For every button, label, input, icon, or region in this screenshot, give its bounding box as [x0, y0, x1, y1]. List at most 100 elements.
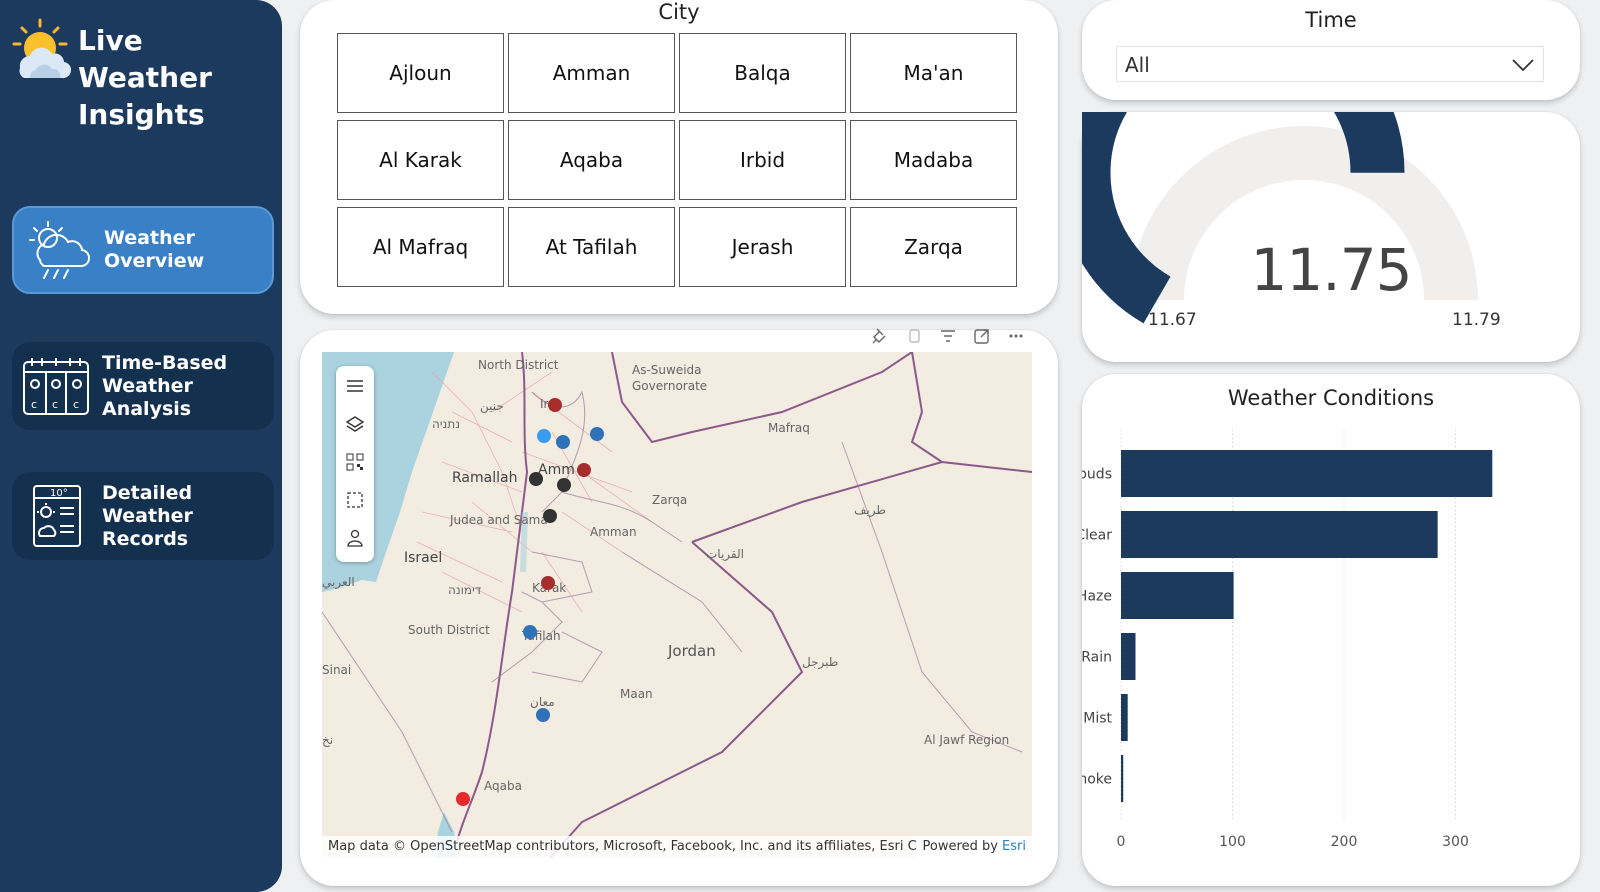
city-marker-zarqa[interactable] [577, 463, 591, 477]
map-attribution: Map data © OpenStreetMap contributors, M… [322, 836, 1032, 858]
more-options-icon[interactable] [1006, 326, 1026, 346]
map-toolbar [336, 366, 374, 562]
map-label: Israel [404, 550, 442, 566]
weather-records-icon: 10° [33, 485, 81, 547]
weather-conditions-chart: 0 100 200 300 Clouds Clear Haze Rain Mist Smoke [1065, 430, 1493, 850]
map-label: جنين [480, 399, 504, 414]
sidebar: Live Weather Insights Weather Overview [0, 0, 282, 892]
map-label: Al Jawf Region [924, 733, 1009, 747]
city-button[interactable]: Ma'an [850, 33, 1017, 113]
pin-icon[interactable] [870, 326, 890, 346]
map-label: North District [478, 358, 559, 372]
category-label: Rain [1082, 650, 1112, 666]
city-marker-aqaba[interactable] [456, 792, 470, 806]
select-area-icon[interactable] [345, 490, 365, 510]
nav-label-line2: Weather Analysis [102, 374, 193, 420]
city-button[interactable]: Aqaba [508, 120, 675, 200]
category-label: Clear [1082, 528, 1112, 544]
nav-label-line2: Records [102, 527, 189, 550]
map-label: العربي [322, 575, 355, 590]
city-marker-balqa[interactable] [529, 472, 543, 486]
city-marker-jerash[interactable] [556, 435, 570, 449]
map-label: طبرجل [802, 655, 838, 670]
menu-icon[interactable] [345, 376, 365, 396]
map-label: As-Suweida [632, 363, 702, 377]
svg-text:10°: 10° [50, 488, 68, 499]
brand-title-line2: Insights [78, 98, 205, 131]
focus-mode-icon[interactable] [972, 326, 992, 346]
x-tick-label: 200 [1331, 834, 1358, 850]
country-borders [456, 352, 1032, 858]
city-marker-irbid[interactable] [548, 398, 562, 412]
city-button[interactable]: Al Mafraq [337, 207, 504, 287]
bar-clouds[interactable] [1121, 450, 1493, 497]
time-dropdown[interactable]: All [1116, 46, 1544, 82]
dead-sea [520, 512, 528, 572]
map-label: Mafraq [768, 421, 810, 435]
brand: Live Weather Insights [10, 18, 280, 131]
x-tick-label: 300 [1442, 834, 1469, 850]
admin-borders [322, 390, 1023, 833]
bar-clear[interactable] [1121, 511, 1438, 558]
time-dropdown-value: All [1125, 53, 1150, 77]
nav-weather-overview[interactable]: Weather Overview [12, 206, 274, 294]
bar-mist[interactable] [1121, 694, 1128, 741]
map-label: Ramallah [452, 470, 517, 486]
city-slicer-card: City Ajloun Amman Balqa Ma'an Al Karak A… [300, 0, 1058, 314]
gauge-track [1130, 126, 1478, 301]
bar-haze[interactable] [1121, 572, 1234, 619]
map-label: נתניה [432, 417, 460, 431]
map-label: طريف [854, 503, 886, 518]
map-label: Ir [540, 397, 549, 411]
bar-rain[interactable] [1121, 633, 1136, 680]
cloud-rain-sun-icon [29, 221, 91, 279]
city-marker-madaba[interactable] [543, 509, 557, 523]
map-label: Governorate [632, 379, 707, 393]
city-button[interactable]: Zarqa [850, 207, 1017, 287]
gauge-max-label: 11.79 [1452, 310, 1501, 330]
layers-icon[interactable] [345, 414, 365, 434]
city-button[interactable]: Amman [508, 33, 675, 113]
category-label: Mist [1083, 711, 1112, 727]
city-marker-ajloun[interactable] [537, 429, 551, 443]
city-button[interactable]: Al Karak [337, 120, 504, 200]
city-button[interactable]: At Tafilah [508, 207, 675, 287]
map-label: Maan [620, 687, 653, 701]
city-button[interactable]: Jerash [679, 207, 846, 287]
city-marker-amman[interactable] [557, 478, 571, 492]
svg-text:c: c [52, 398, 58, 411]
city-button[interactable]: Balqa [679, 33, 846, 113]
map-label: Jordan [667, 642, 716, 660]
person-icon[interactable] [345, 528, 365, 548]
map-label: Amman [590, 525, 637, 539]
weather-conditions-card: Weather Conditions 0 100 200 300 Clouds Clear… [1065, 374, 1580, 886]
city-button[interactable]: Irbid [679, 120, 846, 200]
map-credit-text: Map data © OpenStreetMap contributors, M… [328, 839, 930, 854]
map-label: Sinai [322, 663, 351, 677]
qr-icon[interactable] [345, 452, 365, 472]
chevron-down-icon [1512, 59, 1534, 72]
city-button[interactable]: Madaba [850, 120, 1017, 200]
category-label: Clouds [1082, 467, 1112, 483]
map-view[interactable]: North District As-Suweida Governorate Ma… [322, 352, 1032, 858]
svg-text:c: c [31, 398, 37, 411]
nav-time-based-analysis[interactable]: c c c Time-Based Weather Analysis [12, 342, 274, 430]
copy-icon[interactable] [904, 326, 924, 346]
esri-link[interactable]: Esri [1002, 839, 1026, 854]
city-slicer-title: City [658, 0, 700, 24]
city-marker-tafilah[interactable] [523, 625, 537, 639]
map-canvas[interactable]: North District As-Suweida Governorate Ma… [322, 352, 1032, 858]
filter-icon[interactable] [938, 326, 958, 346]
powered-by-text: Powered by [922, 839, 998, 854]
city-marker-maan[interactable] [536, 708, 550, 722]
map-label: Judea and Sama [449, 513, 548, 527]
city-button[interactable]: Ajloun [337, 33, 504, 113]
time-slicer-title: Time [1305, 8, 1357, 32]
category-label: Smoke [1082, 772, 1112, 788]
city-marker-karak[interactable] [541, 576, 555, 590]
gauge-fill [1082, 112, 1405, 324]
bar-smoke[interactable] [1121, 755, 1124, 802]
nav-detailed-records[interactable]: 10° Detailed Weather Records [12, 472, 274, 560]
city-marker-mafraq[interactable] [590, 427, 604, 441]
